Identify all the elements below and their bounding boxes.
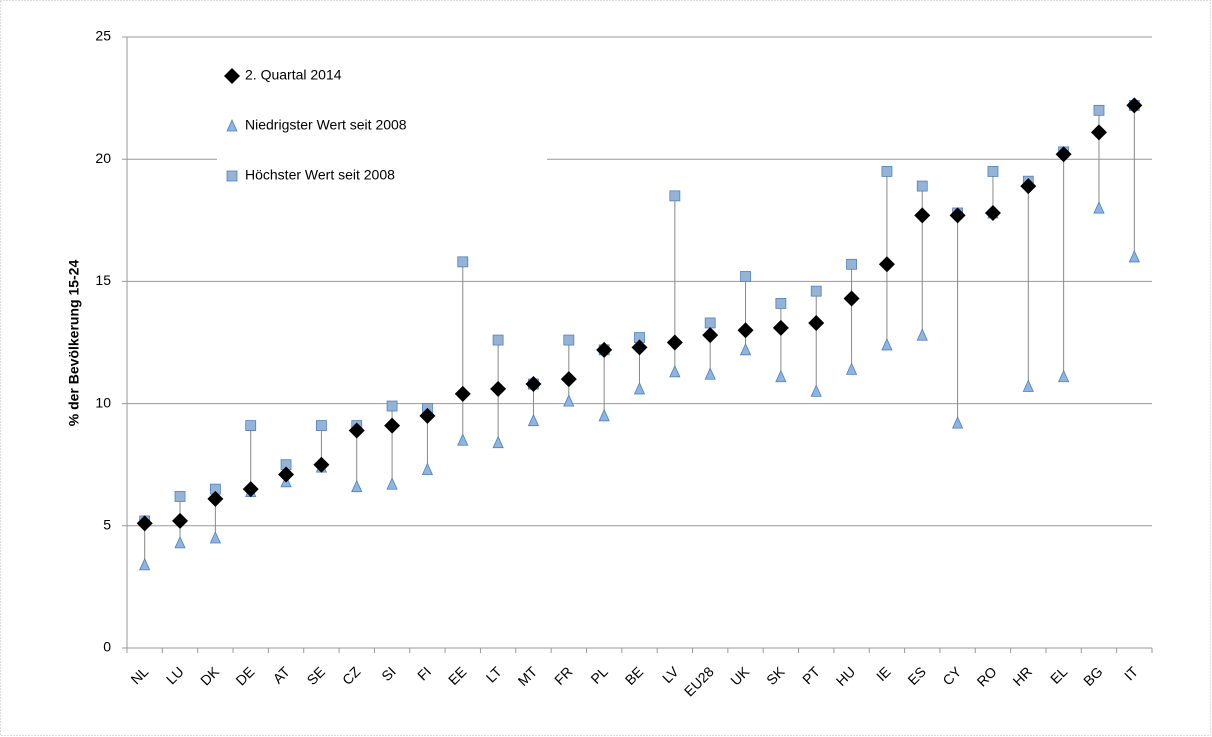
legend-marker <box>226 170 238 182</box>
diamond-point <box>454 385 471 402</box>
diamond-point <box>631 339 648 356</box>
diamond-point <box>172 512 189 529</box>
diamond-point <box>1090 124 1107 141</box>
triangle-point <box>209 531 221 544</box>
diamond-point <box>348 422 365 439</box>
legend-marker <box>226 119 238 132</box>
legend-marker <box>224 68 240 84</box>
diamond-point <box>1020 178 1037 195</box>
triangle-point <box>421 462 434 475</box>
triangle-point <box>1128 249 1140 263</box>
diamond-point <box>666 334 683 351</box>
diamond-point <box>1055 146 1072 163</box>
y-tick-label: 15 <box>95 272 111 288</box>
diamond-point <box>596 341 613 358</box>
square-point <box>315 420 327 431</box>
triangle-point <box>139 557 151 571</box>
triangle-point <box>951 416 964 429</box>
square-point <box>846 258 857 270</box>
diamond-point <box>242 481 259 498</box>
triangle-point <box>881 337 893 351</box>
triangle-point <box>1093 201 1105 214</box>
square-point <box>916 180 928 192</box>
y-tick-label: 0 <box>103 639 111 655</box>
diamond-point <box>384 417 401 434</box>
diamond-point <box>737 322 754 339</box>
diamond-point <box>313 456 330 473</box>
y-tick-label: 10 <box>95 394 111 410</box>
triangle-point <box>174 535 186 549</box>
triangle-point <box>810 384 822 397</box>
legend-label: Höchster Wert seit 2008 <box>245 167 395 183</box>
square-point <box>810 285 822 297</box>
y-tick-label: 20 <box>95 150 111 166</box>
diamond-point <box>525 376 542 393</box>
triangle-point <box>598 408 610 422</box>
triangle-point <box>739 342 752 356</box>
triangle-point <box>669 364 681 378</box>
triangle-point <box>704 367 716 380</box>
square-point <box>457 256 469 268</box>
triangle-point <box>492 435 504 449</box>
diamond-point <box>490 380 507 397</box>
diamond-point <box>843 290 860 307</box>
triangle-point <box>563 394 575 407</box>
diamond-point <box>914 207 931 224</box>
diamond-point <box>772 319 789 336</box>
legend-label: Niedrigster Wert seit 2008 <box>245 117 407 133</box>
diamond-point <box>984 204 1001 221</box>
diamond-point <box>207 490 224 507</box>
square-point <box>563 334 575 346</box>
square-point <box>740 271 751 282</box>
diamond-point <box>878 256 895 273</box>
legend-box <box>217 55 547 195</box>
square-point <box>881 166 893 177</box>
square-point <box>704 317 716 329</box>
y-tick-label: 5 <box>103 517 111 533</box>
triangle-point <box>457 433 469 446</box>
diamond-point <box>949 207 966 224</box>
triangle-point <box>386 477 398 490</box>
triangle-point <box>916 328 928 341</box>
square-point <box>987 166 999 177</box>
triangle-point <box>633 381 646 395</box>
diamond-point <box>560 371 577 388</box>
triangle-point <box>1022 379 1034 392</box>
triangle-point <box>351 479 363 493</box>
square-point <box>386 400 398 412</box>
diamond-point <box>808 314 825 331</box>
triangle-point <box>845 362 858 375</box>
square-point <box>1093 104 1105 116</box>
square-point <box>174 491 186 502</box>
triangle-point <box>1058 369 1070 383</box>
square-point <box>669 190 681 202</box>
square-point <box>775 297 787 309</box>
legend-label: 2. Quartal 2014 <box>245 67 342 83</box>
triangle-point <box>527 413 540 427</box>
diamond-point <box>1126 97 1143 114</box>
y-axis-label: % der Bevölkerung 15-24 <box>66 260 82 427</box>
diamond-point <box>419 407 436 424</box>
diamond-point <box>136 515 153 532</box>
triangle-point <box>775 369 787 383</box>
y-tick-label: 25 <box>95 28 111 44</box>
diamond-point <box>702 327 719 344</box>
diamond-point <box>278 466 295 483</box>
square-point <box>492 334 504 346</box>
square-point <box>245 420 257 431</box>
